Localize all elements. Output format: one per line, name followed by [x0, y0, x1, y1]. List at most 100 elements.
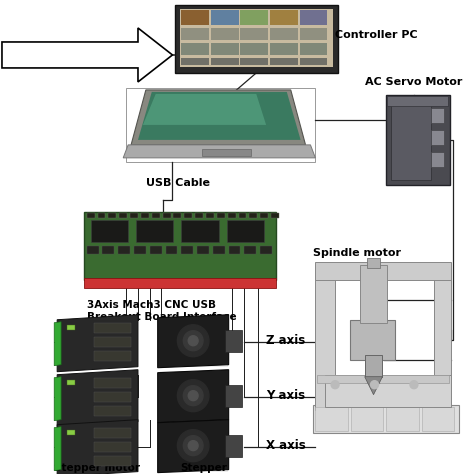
FancyBboxPatch shape — [182, 10, 209, 25]
Circle shape — [183, 331, 203, 351]
Circle shape — [183, 436, 203, 456]
FancyBboxPatch shape — [300, 43, 327, 55]
FancyBboxPatch shape — [238, 213, 246, 218]
FancyBboxPatch shape — [350, 320, 395, 360]
Text: Z axis: Z axis — [266, 334, 305, 347]
Polygon shape — [54, 427, 61, 471]
Circle shape — [188, 336, 198, 346]
FancyBboxPatch shape — [136, 220, 173, 242]
Circle shape — [188, 441, 198, 451]
FancyBboxPatch shape — [211, 43, 238, 55]
FancyBboxPatch shape — [213, 246, 225, 254]
Text: Stepper: Stepper — [181, 463, 228, 473]
Polygon shape — [57, 419, 138, 474]
FancyBboxPatch shape — [67, 380, 75, 385]
FancyBboxPatch shape — [325, 375, 451, 407]
FancyBboxPatch shape — [431, 152, 445, 167]
FancyBboxPatch shape — [94, 406, 131, 416]
FancyBboxPatch shape — [182, 28, 209, 40]
FancyBboxPatch shape — [94, 442, 131, 452]
FancyBboxPatch shape — [366, 258, 381, 268]
FancyBboxPatch shape — [260, 213, 268, 218]
FancyBboxPatch shape — [270, 58, 298, 65]
FancyBboxPatch shape — [87, 246, 99, 254]
FancyBboxPatch shape — [94, 456, 131, 465]
FancyBboxPatch shape — [318, 375, 449, 383]
FancyBboxPatch shape — [365, 355, 383, 377]
Circle shape — [183, 386, 203, 406]
Circle shape — [177, 429, 209, 462]
FancyBboxPatch shape — [386, 95, 450, 185]
FancyBboxPatch shape — [351, 407, 383, 431]
Polygon shape — [158, 419, 228, 473]
FancyBboxPatch shape — [202, 149, 251, 156]
Polygon shape — [143, 94, 266, 125]
FancyBboxPatch shape — [434, 265, 451, 410]
Text: Spindle motor: Spindle motor — [313, 248, 401, 258]
FancyBboxPatch shape — [431, 130, 445, 145]
FancyBboxPatch shape — [94, 428, 131, 438]
Polygon shape — [57, 370, 138, 427]
FancyBboxPatch shape — [240, 28, 268, 40]
FancyBboxPatch shape — [260, 246, 272, 254]
FancyBboxPatch shape — [119, 213, 127, 218]
FancyBboxPatch shape — [181, 9, 333, 67]
FancyBboxPatch shape — [211, 10, 238, 25]
FancyBboxPatch shape — [271, 213, 279, 218]
Circle shape — [410, 381, 418, 389]
FancyBboxPatch shape — [270, 10, 298, 25]
FancyBboxPatch shape — [422, 407, 455, 431]
FancyBboxPatch shape — [315, 262, 451, 280]
FancyBboxPatch shape — [163, 213, 171, 218]
Polygon shape — [2, 28, 173, 82]
FancyBboxPatch shape — [270, 28, 298, 40]
FancyBboxPatch shape — [173, 213, 182, 218]
FancyBboxPatch shape — [109, 213, 116, 218]
FancyBboxPatch shape — [94, 323, 131, 333]
Polygon shape — [138, 92, 301, 140]
FancyBboxPatch shape — [182, 246, 193, 254]
Polygon shape — [57, 315, 138, 372]
FancyBboxPatch shape — [249, 213, 257, 218]
Polygon shape — [54, 377, 61, 420]
FancyBboxPatch shape — [67, 325, 75, 330]
FancyBboxPatch shape — [270, 43, 298, 55]
FancyBboxPatch shape — [91, 220, 128, 242]
FancyBboxPatch shape — [391, 100, 431, 180]
FancyBboxPatch shape — [386, 407, 419, 431]
Text: 3Axis Mach3 CNC USB
Breakout Board Interface: 3Axis Mach3 CNC USB Breakout Board Inter… — [87, 300, 237, 322]
FancyBboxPatch shape — [130, 213, 138, 218]
Polygon shape — [158, 315, 228, 368]
Polygon shape — [365, 377, 383, 395]
FancyBboxPatch shape — [102, 246, 114, 254]
FancyBboxPatch shape — [300, 28, 327, 40]
FancyBboxPatch shape — [225, 385, 243, 407]
FancyBboxPatch shape — [152, 213, 160, 218]
FancyBboxPatch shape — [197, 246, 209, 254]
FancyBboxPatch shape — [360, 265, 387, 323]
FancyBboxPatch shape — [84, 212, 276, 280]
Polygon shape — [131, 90, 306, 145]
FancyBboxPatch shape — [98, 213, 105, 218]
FancyBboxPatch shape — [94, 351, 131, 361]
FancyBboxPatch shape — [94, 337, 131, 346]
FancyBboxPatch shape — [240, 10, 268, 25]
FancyBboxPatch shape — [225, 435, 243, 456]
FancyBboxPatch shape — [387, 96, 448, 106]
FancyBboxPatch shape — [150, 246, 162, 254]
FancyBboxPatch shape — [228, 246, 240, 254]
FancyBboxPatch shape — [300, 10, 327, 25]
FancyBboxPatch shape — [134, 246, 146, 254]
Circle shape — [371, 381, 378, 389]
FancyBboxPatch shape — [211, 28, 238, 40]
Text: AC Servo Motor: AC Servo Motor — [365, 77, 463, 87]
FancyBboxPatch shape — [431, 108, 445, 123]
FancyBboxPatch shape — [182, 58, 209, 65]
FancyBboxPatch shape — [313, 405, 459, 433]
FancyBboxPatch shape — [315, 407, 348, 431]
FancyBboxPatch shape — [165, 246, 177, 254]
FancyBboxPatch shape — [67, 429, 75, 435]
FancyBboxPatch shape — [195, 213, 203, 218]
FancyBboxPatch shape — [315, 265, 335, 410]
Circle shape — [188, 391, 198, 401]
